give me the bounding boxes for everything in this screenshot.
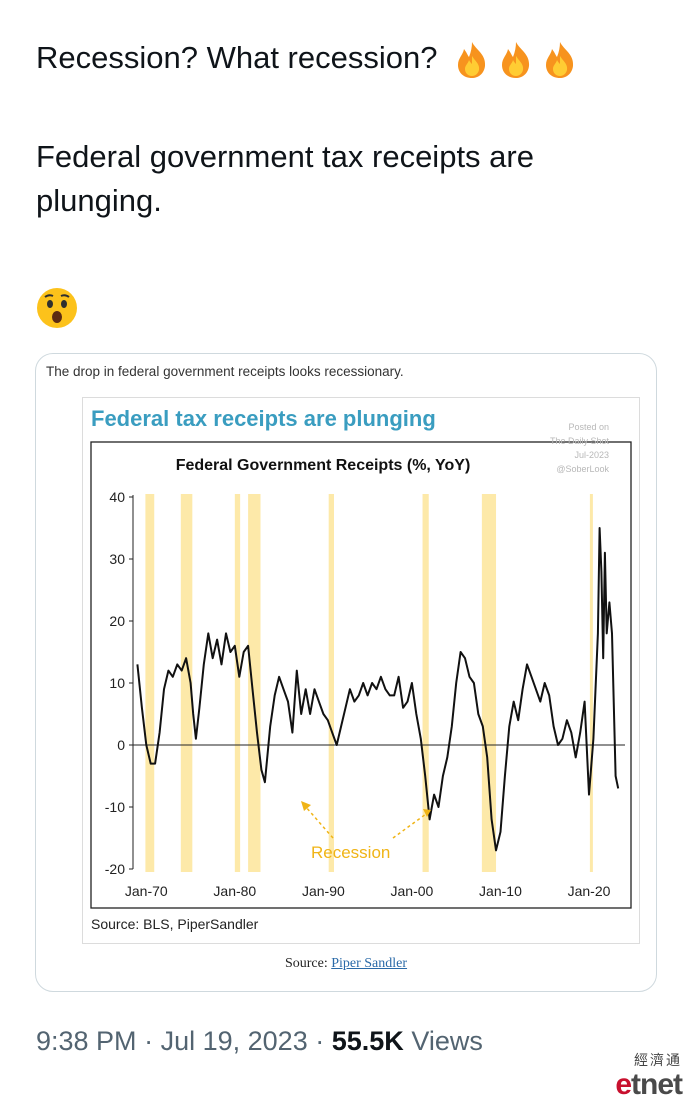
views-label: Views bbox=[411, 1026, 483, 1056]
recession-band bbox=[145, 494, 155, 872]
tweet-media-card[interactable]: The drop in federal government receipts … bbox=[35, 353, 657, 992]
y-tick-label: 10 bbox=[109, 675, 125, 691]
astonished-face-icon bbox=[37, 288, 77, 328]
fire-icon bbox=[502, 41, 530, 78]
recession-band bbox=[481, 494, 497, 872]
watermark-line: @SoberLook bbox=[556, 464, 609, 474]
card-caption: The drop in federal government receipts … bbox=[46, 364, 404, 379]
fire-icon bbox=[458, 41, 486, 78]
tweet-text-line-2: Federal government tax receipts are plun… bbox=[36, 139, 534, 218]
y-tick-label: 30 bbox=[109, 551, 125, 567]
etnet-chinese-name: 經濟通 bbox=[634, 1052, 682, 1068]
card-source: Source: Piper Sandler bbox=[36, 956, 656, 972]
x-tick-label: Jan-80 bbox=[213, 883, 256, 899]
x-tick-label: Jan-20 bbox=[568, 883, 611, 899]
tweet-date[interactable]: Jul 19, 2023 bbox=[160, 1026, 308, 1056]
separator-dot: · bbox=[144, 1026, 154, 1056]
recession-band bbox=[180, 494, 193, 872]
y-tick-label: 20 bbox=[109, 613, 125, 629]
tweet-text-recession: Recession? What recession? bbox=[36, 40, 438, 75]
tweet-text-line-1: Recession? What recession? bbox=[36, 36, 580, 80]
watermark-line: The Daily Shot bbox=[549, 436, 609, 446]
annotation-arrow bbox=[304, 805, 334, 839]
chart-headline: Federal tax receipts are plunging bbox=[91, 406, 436, 431]
watermark-line: Jul-2023 bbox=[574, 450, 609, 460]
y-tick-label: -20 bbox=[105, 861, 125, 877]
tweet-metadata: 9:38 PM · Jul 19, 2023 · 55.5K Views bbox=[36, 1026, 483, 1057]
chart-watermark: Posted on The Daily Shot Jul-2023 @Sober… bbox=[550, 420, 609, 476]
separator-dot: · bbox=[315, 1026, 325, 1056]
card-source-prefix: Source: bbox=[284, 956, 332, 971]
chart-title: Federal Government Receipts (%, YoY) bbox=[176, 457, 471, 474]
watermark-line: Posted on bbox=[568, 422, 609, 432]
etnet-watermark-logo: 經濟通 etnet bbox=[615, 1050, 683, 1101]
etnet-brand: etnet bbox=[615, 1068, 683, 1101]
chart-source-note: Source: BLS, PiperSandler bbox=[91, 916, 259, 932]
recession-annotation: Recession bbox=[311, 843, 390, 862]
y-tick-label: -10 bbox=[105, 799, 125, 815]
views-count: 55.5K bbox=[331, 1026, 404, 1056]
etnet-brand-rest: tnet bbox=[631, 1068, 683, 1101]
recession-band bbox=[248, 494, 261, 872]
recession-band bbox=[589, 494, 593, 872]
recession-band bbox=[234, 494, 241, 872]
etnet-brand-e: e bbox=[615, 1068, 632, 1101]
series-line bbox=[136, 527, 620, 852]
x-tick-label: Jan-00 bbox=[391, 883, 434, 899]
annotation-arrowhead bbox=[423, 809, 431, 817]
recession-band bbox=[422, 494, 429, 872]
recession-band bbox=[328, 494, 334, 872]
x-tick-label: Jan-10 bbox=[479, 883, 522, 899]
piper-sandler-link[interactable]: Piper Sandler bbox=[331, 956, 408, 971]
y-tick-label: 40 bbox=[109, 489, 125, 505]
chart-image: 40 30 20 10 0 -10 -20 Jan-70 Jan-80 Jan-90 Jan-00 J… bbox=[82, 397, 640, 944]
annotation-arrowhead bbox=[301, 801, 311, 811]
tweet-time[interactable]: 9:38 PM bbox=[36, 1026, 137, 1056]
annotation-arrow bbox=[392, 813, 427, 839]
x-tick-label: Jan-90 bbox=[302, 883, 345, 899]
fire-icon bbox=[546, 41, 574, 78]
y-tick-label: 0 bbox=[117, 737, 125, 753]
x-tick-label: Jan-70 bbox=[125, 883, 168, 899]
fire-emoji-group bbox=[452, 40, 580, 80]
